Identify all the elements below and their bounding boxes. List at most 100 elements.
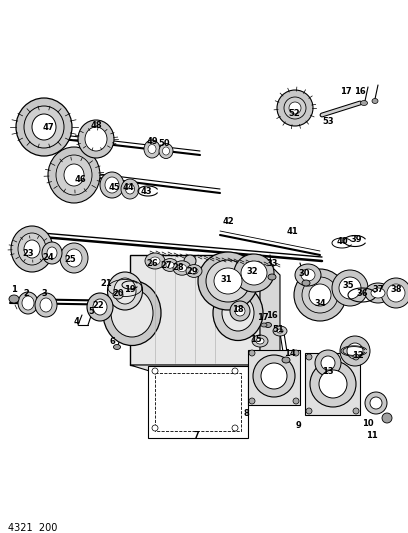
Text: 33: 33 [266,259,278,268]
Text: 23: 23 [22,248,34,257]
Ellipse shape [256,338,264,344]
Text: 15: 15 [250,335,262,343]
Ellipse shape [282,357,290,363]
Text: 25: 25 [64,254,76,263]
Text: 16: 16 [354,86,366,95]
Text: 27: 27 [160,261,172,270]
Ellipse shape [206,260,250,302]
Text: 3: 3 [41,288,47,297]
Text: 41: 41 [286,227,298,236]
Ellipse shape [315,350,341,376]
Ellipse shape [234,254,274,292]
Ellipse shape [253,355,295,397]
Ellipse shape [166,262,174,268]
Ellipse shape [162,147,169,155]
Text: 36: 36 [356,288,368,297]
Ellipse shape [56,155,92,195]
Ellipse shape [111,289,153,337]
Ellipse shape [78,120,114,158]
Ellipse shape [306,354,312,360]
Text: 39: 39 [350,235,362,244]
Text: 48: 48 [90,120,102,130]
Ellipse shape [40,298,52,312]
Ellipse shape [382,413,392,423]
Text: 47: 47 [42,123,54,132]
Ellipse shape [42,242,62,264]
Ellipse shape [93,299,107,315]
Polygon shape [130,365,280,385]
Ellipse shape [11,226,53,272]
Text: 21: 21 [100,279,112,287]
Ellipse shape [340,336,370,366]
Text: 26: 26 [146,259,158,268]
Text: 16: 16 [266,311,278,319]
Ellipse shape [48,147,100,203]
Text: 31: 31 [220,274,232,284]
Text: 38: 38 [390,285,402,294]
Ellipse shape [332,270,368,306]
Ellipse shape [103,280,161,345]
Ellipse shape [371,288,385,298]
Ellipse shape [214,268,242,294]
Ellipse shape [230,301,250,321]
Text: 14: 14 [284,349,296,358]
Text: 52: 52 [288,109,300,117]
Ellipse shape [18,233,46,265]
Ellipse shape [16,98,72,156]
Ellipse shape [372,99,378,103]
Text: 12: 12 [352,351,364,359]
Text: 30: 30 [298,269,310,278]
Text: 32: 32 [246,266,258,276]
Text: 42: 42 [222,216,234,225]
Ellipse shape [47,247,57,259]
Text: 28: 28 [172,262,184,271]
Ellipse shape [126,184,135,194]
Text: 53: 53 [322,117,334,125]
Ellipse shape [64,164,84,186]
Text: 44: 44 [122,182,134,191]
Ellipse shape [213,286,263,341]
Ellipse shape [87,293,113,321]
Bar [155,373,241,431]
Ellipse shape [105,177,119,193]
Bar [305,353,360,415]
Ellipse shape [190,268,198,274]
Ellipse shape [347,343,363,359]
Ellipse shape [232,425,238,431]
Ellipse shape [310,361,356,407]
Ellipse shape [150,257,160,265]
Ellipse shape [353,408,359,414]
Ellipse shape [91,314,97,318]
Ellipse shape [319,370,347,398]
Text: 6: 6 [109,336,115,345]
Ellipse shape [353,354,359,360]
Text: 20: 20 [112,288,124,297]
Ellipse shape [100,172,124,198]
Ellipse shape [32,114,56,140]
Ellipse shape [339,277,361,299]
Text: 5: 5 [88,306,94,316]
Text: 29: 29 [186,266,198,276]
Text: 34: 34 [314,298,326,308]
Ellipse shape [9,295,19,303]
Ellipse shape [60,243,88,273]
Text: 50: 50 [158,139,170,148]
Ellipse shape [261,323,267,327]
Polygon shape [260,255,280,385]
Text: 35: 35 [342,280,354,289]
Text: 10: 10 [362,418,374,427]
Ellipse shape [113,344,120,350]
Ellipse shape [302,277,338,313]
Ellipse shape [184,255,196,267]
Text: 46: 46 [74,174,86,183]
Ellipse shape [361,101,368,106]
Ellipse shape [293,398,299,404]
Ellipse shape [22,296,34,310]
Ellipse shape [252,335,268,347]
Text: 18: 18 [232,304,244,313]
Text: 51: 51 [272,325,284,334]
Text: 2: 2 [23,288,29,297]
Ellipse shape [24,240,40,258]
Ellipse shape [370,397,382,409]
Ellipse shape [24,106,64,148]
